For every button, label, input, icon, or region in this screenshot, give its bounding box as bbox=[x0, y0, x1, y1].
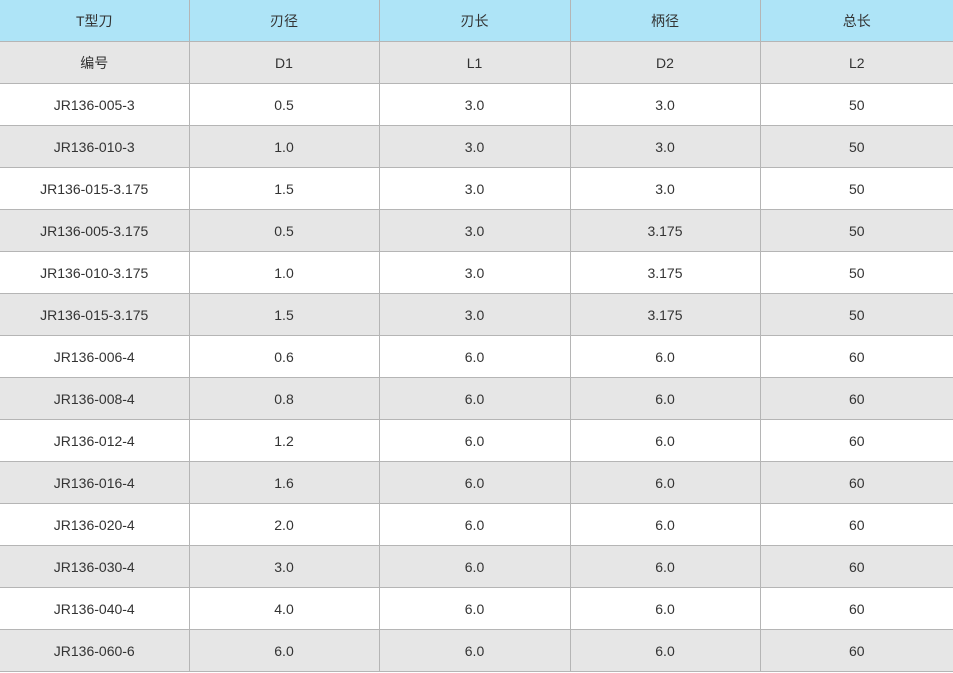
data-row: JR136-010-3 1.0 3.0 3.0 50 bbox=[0, 125, 953, 168]
data-row: JR136-060-6 6.0 6.0 6.0 60 bbox=[0, 629, 953, 672]
table-cell: 6.0 bbox=[378, 587, 571, 630]
table-cell: 60 bbox=[759, 461, 953, 504]
table-cell: JR136-010-3.175 bbox=[0, 251, 190, 294]
table-cell: L2 bbox=[759, 41, 953, 84]
table-cell: D2 bbox=[569, 41, 761, 84]
table-cell: JR136-006-4 bbox=[0, 335, 190, 378]
table-cell: 刃径 bbox=[188, 0, 380, 42]
table-cell: 3.175 bbox=[569, 209, 761, 252]
data-row: JR136-012-4 1.2 6.0 6.0 60 bbox=[0, 419, 953, 462]
table-cell: 刃长 bbox=[378, 0, 571, 42]
table-cell: D1 bbox=[188, 41, 380, 84]
table-cell: 6.0 bbox=[569, 545, 761, 588]
table-cell: 1.5 bbox=[188, 167, 380, 210]
table-cell: 6.0 bbox=[378, 419, 571, 462]
table-cell: 6.0 bbox=[378, 461, 571, 504]
table-cell: JR136-020-4 bbox=[0, 503, 190, 546]
subheader-row: 编号 D1 L1 D2 L2 bbox=[0, 41, 953, 84]
data-row: JR136-016-4 1.6 6.0 6.0 60 bbox=[0, 461, 953, 504]
table-cell: 6.0 bbox=[569, 335, 761, 378]
table-cell: 60 bbox=[759, 629, 953, 672]
data-row: JR136-006-4 0.6 6.0 6.0 60 bbox=[0, 335, 953, 378]
table-cell: 60 bbox=[759, 377, 953, 420]
table-cell: 6.0 bbox=[378, 503, 571, 546]
table-cell: 60 bbox=[759, 335, 953, 378]
table-cell: 6.0 bbox=[569, 587, 761, 630]
table-cell: JR136-005-3.175 bbox=[0, 209, 190, 252]
data-row: JR136-005-3.175 0.5 3.0 3.175 50 bbox=[0, 209, 953, 252]
table-cell: JR136-010-3 bbox=[0, 125, 190, 168]
table-cell: 1.0 bbox=[188, 125, 380, 168]
table-cell: 6.0 bbox=[569, 377, 761, 420]
table-cell: 60 bbox=[759, 419, 953, 462]
table-cell: 3.0 bbox=[378, 83, 571, 126]
table-cell: 60 bbox=[759, 545, 953, 588]
table-cell: 1.2 bbox=[188, 419, 380, 462]
table-cell: 3.0 bbox=[378, 209, 571, 252]
table-cell: L1 bbox=[378, 41, 571, 84]
table-cell: 总长 bbox=[759, 0, 953, 42]
table-cell: 6.0 bbox=[188, 629, 380, 672]
data-row: JR136-030-4 3.0 6.0 6.0 60 bbox=[0, 545, 953, 588]
table-cell: 2.0 bbox=[188, 503, 380, 546]
table-cell: JR136-040-4 bbox=[0, 587, 190, 630]
table-cell: 60 bbox=[759, 587, 953, 630]
table-cell: 6.0 bbox=[378, 629, 571, 672]
table-cell: 3.0 bbox=[569, 83, 761, 126]
table-cell: 3.175 bbox=[569, 293, 761, 336]
table-cell: JR136-015-3.175 bbox=[0, 293, 190, 336]
data-row: JR136-015-3.175 1.5 3.0 3.0 50 bbox=[0, 167, 953, 210]
data-row: JR136-020-4 2.0 6.0 6.0 60 bbox=[0, 503, 953, 546]
table-cell: 3.0 bbox=[378, 167, 571, 210]
table-cell: 1.0 bbox=[188, 251, 380, 294]
table-cell: 60 bbox=[759, 503, 953, 546]
table-cell: 6.0 bbox=[569, 503, 761, 546]
table-cell: 0.5 bbox=[188, 83, 380, 126]
table-cell: 6.0 bbox=[569, 629, 761, 672]
table-cell: 4.0 bbox=[188, 587, 380, 630]
header-row: T型刀 刃径 刃长 柄径 总长 bbox=[0, 0, 953, 42]
table-cell: 3.0 bbox=[378, 125, 571, 168]
table-cell: 柄径 bbox=[569, 0, 761, 42]
table-cell: JR136-030-4 bbox=[0, 545, 190, 588]
table-cell: 编号 bbox=[0, 41, 190, 84]
table-cell: 6.0 bbox=[378, 377, 571, 420]
table-cell: 50 bbox=[759, 167, 953, 210]
table-cell: 0.5 bbox=[188, 209, 380, 252]
table-cell: 0.8 bbox=[188, 377, 380, 420]
table-cell: JR136-060-6 bbox=[0, 629, 190, 672]
table-cell: JR136-005-3 bbox=[0, 83, 190, 126]
table-cell: 50 bbox=[759, 83, 953, 126]
table-cell: 3.0 bbox=[188, 545, 380, 588]
table-cell: 3.0 bbox=[378, 293, 571, 336]
table-cell: 6.0 bbox=[378, 545, 571, 588]
table-cell: 3.0 bbox=[569, 125, 761, 168]
table-cell: JR136-016-4 bbox=[0, 461, 190, 504]
table-cell: JR136-012-4 bbox=[0, 419, 190, 462]
table-cell: 0.6 bbox=[188, 335, 380, 378]
table-cell: 6.0 bbox=[378, 335, 571, 378]
table-cell: 6.0 bbox=[569, 461, 761, 504]
data-row: JR136-008-4 0.8 6.0 6.0 60 bbox=[0, 377, 953, 420]
table-cell: 3.0 bbox=[569, 167, 761, 210]
table-cell: 1.5 bbox=[188, 293, 380, 336]
table-cell: 1.6 bbox=[188, 461, 380, 504]
table-cell: JR136-008-4 bbox=[0, 377, 190, 420]
data-row: JR136-010-3.175 1.0 3.0 3.175 50 bbox=[0, 251, 953, 294]
data-row: JR136-040-4 4.0 6.0 6.0 60 bbox=[0, 587, 953, 630]
data-row: JR136-015-3.175 1.5 3.0 3.175 50 bbox=[0, 293, 953, 336]
table-cell: 3.0 bbox=[378, 251, 571, 294]
table-cell: 50 bbox=[759, 125, 953, 168]
table-cell: 3.175 bbox=[569, 251, 761, 294]
table-cell: 6.0 bbox=[569, 419, 761, 462]
table-cell: 50 bbox=[759, 209, 953, 252]
data-row: JR136-005-3 0.5 3.0 3.0 50 bbox=[0, 83, 953, 126]
table-cell: JR136-015-3.175 bbox=[0, 167, 190, 210]
table-cell: T型刀 bbox=[0, 0, 190, 42]
table-cell: 50 bbox=[759, 293, 953, 336]
table-cell: 50 bbox=[759, 251, 953, 294]
